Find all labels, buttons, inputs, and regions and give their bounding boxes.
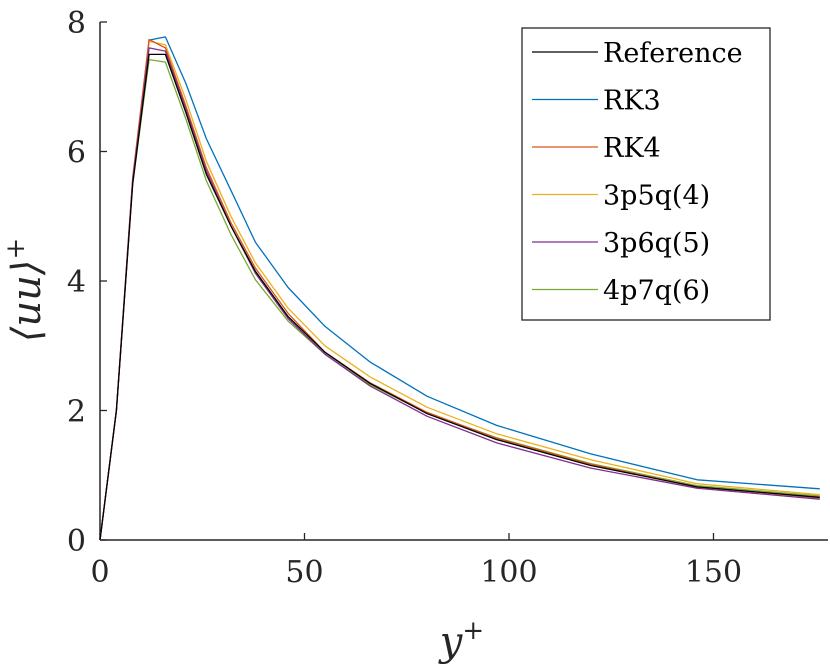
x-tick-label: 150 bbox=[685, 555, 742, 590]
legend-label: 3p6q(5) bbox=[603, 228, 710, 259]
axis-ticks: 0 50 100 150 0 2 4 6 8 bbox=[67, 6, 742, 590]
y-tick-label: 2 bbox=[67, 395, 86, 430]
legend-label: RK3 bbox=[603, 86, 661, 117]
legend-label: Reference bbox=[603, 38, 743, 69]
x-tick-label: 0 bbox=[90, 555, 109, 590]
series-line-rk4 bbox=[99, 38, 820, 541]
y-tick-label: 6 bbox=[67, 136, 86, 171]
y-axis-title-main: ⟨uu⟩ bbox=[4, 260, 50, 343]
x-tick-label: 50 bbox=[285, 555, 323, 590]
x-axis-title-main: y bbox=[438, 619, 464, 665]
legend-label: 4p7q(6) bbox=[603, 276, 710, 307]
legend-label: RK4 bbox=[603, 133, 661, 164]
series-line-reference bbox=[99, 53, 820, 541]
y-axis-title: ⟨uu⟩+ bbox=[1, 238, 50, 343]
legend-label: 3p5q(4) bbox=[603, 181, 710, 212]
series-lines bbox=[99, 36, 820, 541]
x-tick-label: 100 bbox=[480, 555, 537, 590]
y-axis-title-sup: + bbox=[1, 238, 31, 260]
x-axis-title-sup: + bbox=[462, 616, 484, 646]
y-tick-label: 8 bbox=[67, 6, 86, 41]
legend: Reference RK3 RK4 3p5q(4) 3p6q(5) 4p7q(6) bbox=[521, 27, 771, 321]
series-line-3p6q-5 bbox=[99, 47, 820, 541]
y-tick-label: 4 bbox=[67, 265, 86, 300]
legend-box bbox=[521, 27, 771, 321]
y-tick-label: 0 bbox=[67, 524, 86, 559]
x-axis-title: y+ bbox=[438, 616, 484, 665]
